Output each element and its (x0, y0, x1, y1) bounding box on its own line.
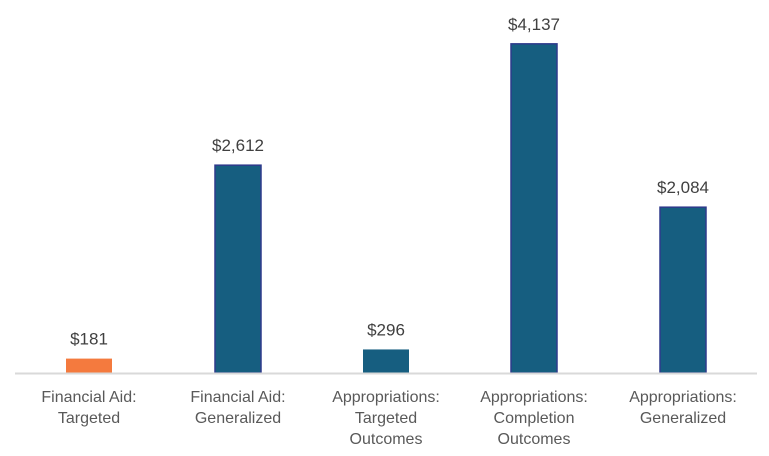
x-tick-label: Generalized (195, 410, 281, 427)
x-tick-label: Generalized (640, 410, 726, 427)
x-tick-label: Outcomes (498, 431, 571, 448)
data-label: $2,612 (212, 136, 264, 155)
x-tick-label: Appropriations: (629, 389, 737, 406)
x-tick-label: Targeted (355, 410, 417, 427)
data-label: $2,084 (657, 178, 709, 197)
data-label: $181 (70, 330, 108, 349)
x-tick-label: Completion (494, 410, 575, 427)
x-tick-label: Targeted (58, 410, 120, 427)
x-tick-label: Outcomes (350, 431, 423, 448)
x-tick-label: Appropriations: (332, 389, 440, 406)
bar (363, 349, 409, 373)
x-tick-label: Appropriations: (480, 389, 588, 406)
x-tick-label: Financial Aid: (190, 389, 285, 406)
bar (214, 164, 262, 374)
bar (66, 358, 112, 373)
data-label: $4,137 (508, 15, 560, 34)
bar (659, 206, 707, 374)
x-tick-label: Financial Aid: (41, 389, 136, 406)
bar (510, 43, 558, 374)
data-label: $296 (367, 320, 405, 339)
